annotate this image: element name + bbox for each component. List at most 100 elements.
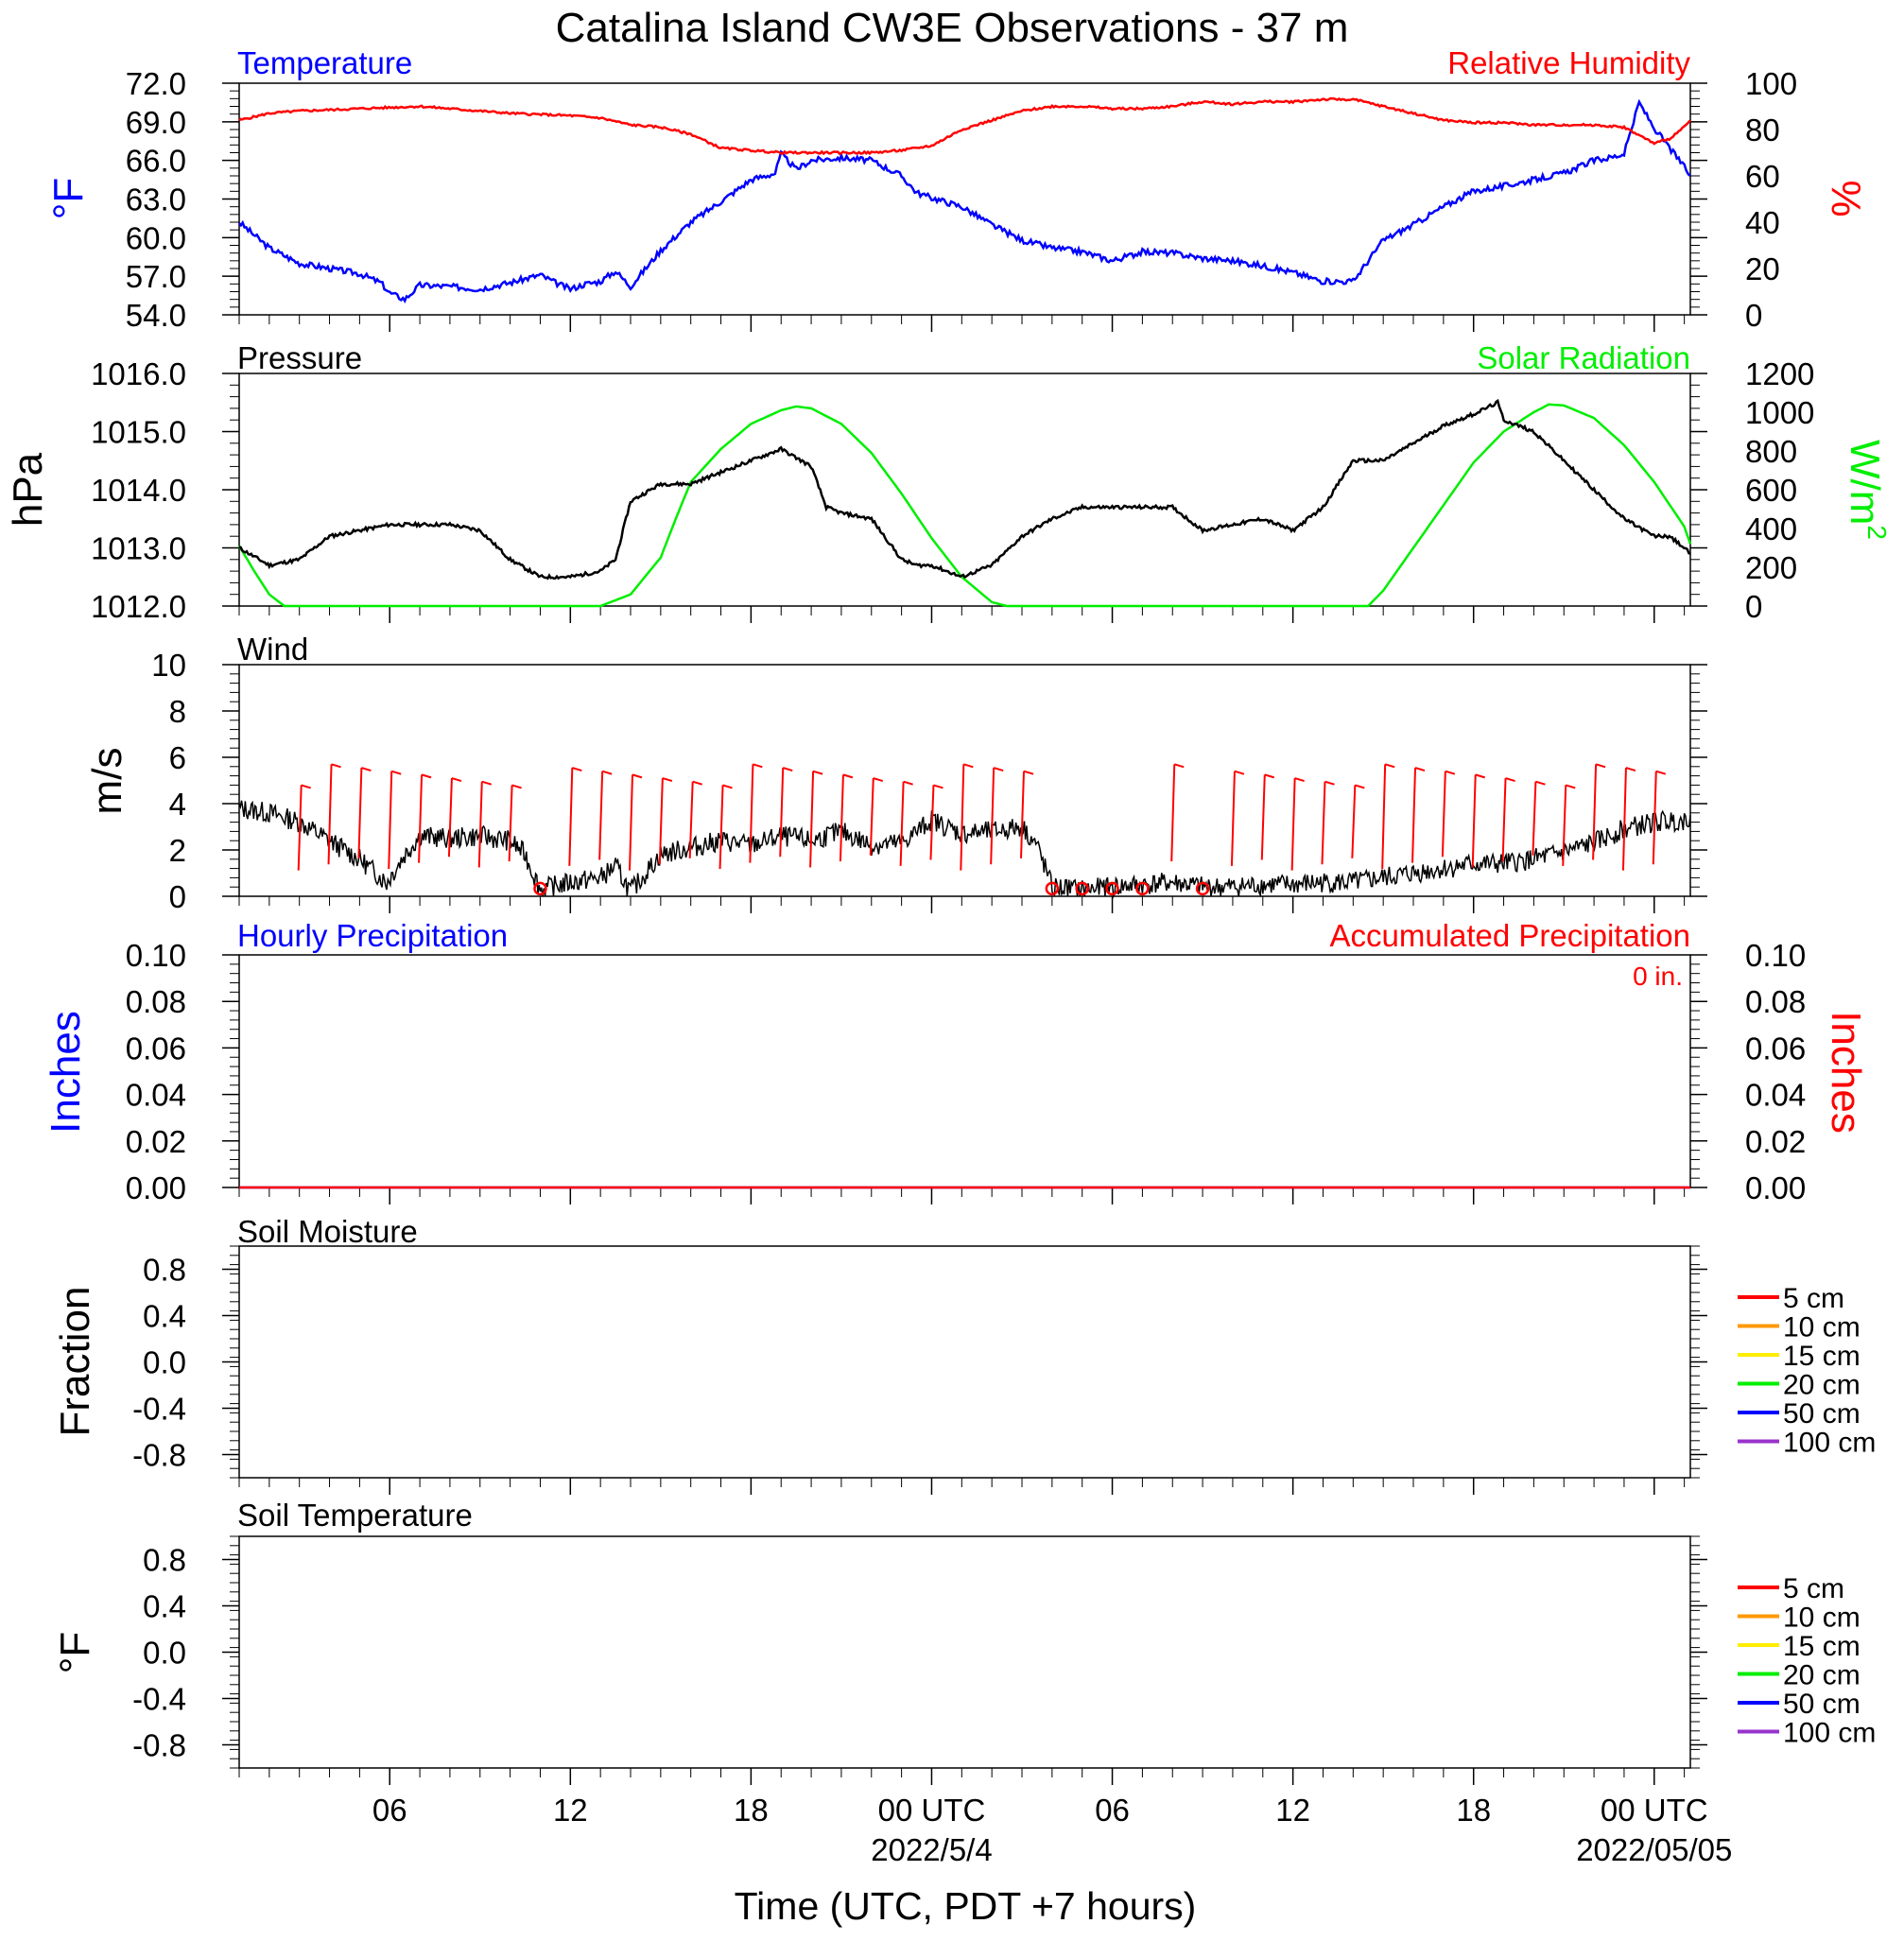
legend-label: 100 cm <box>1783 1428 1876 1459</box>
y-tick-label: 6 <box>169 740 186 775</box>
y-axis-label-right: W/m2 <box>1842 440 1892 540</box>
wind-barb-flag <box>1565 784 1576 789</box>
left-tick-labels: -0.8 -0.4 0.0 0.4 0.8 <box>132 1543 186 1763</box>
y-axis-label-left: Inches <box>43 1011 89 1134</box>
wind-barb-flag <box>572 767 582 771</box>
left-tick-labels: 1012.0 1013.0 1014.0 1015.0 1016.0 <box>91 356 186 624</box>
y-tick-label-right: 800 <box>1745 434 1797 469</box>
legend-label: 5 cm <box>1783 1283 1844 1314</box>
y-tick-label: 72.0 <box>126 66 186 101</box>
wind-barb-staff <box>658 778 664 865</box>
wind-barb-staff <box>327 764 333 865</box>
x-tick-label: 12 <box>1275 1793 1310 1828</box>
wind-barb-staff <box>990 767 995 865</box>
accumulated-total-label: 0 in. <box>1633 962 1683 991</box>
wind-barb-flag <box>722 784 733 789</box>
panel-left-title: Hourly Precipitation <box>237 918 508 953</box>
y-tick-label: 1016.0 <box>91 356 186 391</box>
wind-barb-staff <box>388 771 393 870</box>
wind-barb-staff <box>809 771 815 868</box>
calm-wind-marker <box>1045 881 1060 896</box>
wind-barb-staff <box>629 774 634 871</box>
wind-barb-flag <box>301 784 311 789</box>
legend-label: 20 cm <box>1783 1660 1861 1691</box>
left-tick-labels: 54.0 57.0 60.063.066.0 69.0 72.0 <box>126 66 186 333</box>
wind-barb-flag <box>1655 770 1667 775</box>
y-tick-label: 1015.0 <box>91 415 186 450</box>
y-tick-label: 63.0 <box>126 182 186 217</box>
wind-barb-flag <box>1535 780 1546 786</box>
wind-barb-flag <box>753 763 763 769</box>
legend-label: 50 cm <box>1783 1398 1861 1430</box>
wind-barb-staff <box>447 778 453 858</box>
y-tick-label: 57.0 <box>126 259 186 294</box>
x-tick-date-label: 2022/05/05 <box>1576 1832 1732 1867</box>
axis-ticks <box>222 954 1707 1204</box>
y-tick-label: 0.08 <box>126 984 186 1019</box>
panel-left-title: Wind <box>237 632 308 667</box>
wind-barb-staff <box>718 785 724 870</box>
solar-radiation-line <box>237 403 1692 608</box>
wind-barb-staff <box>1020 771 1026 858</box>
wind-barb-staff <box>688 781 694 858</box>
calm-wind-marker <box>1195 881 1210 896</box>
panel-wind: Wind m/s 0 2 4 6 8 10 <box>84 632 1707 914</box>
wind-barb-flag <box>1355 784 1365 789</box>
calm-wind-marker <box>533 881 547 896</box>
y-tick-label-right: 80 <box>1745 113 1780 147</box>
panel-soil-temperature: Soil Temperature °F -0.8 -0.4 0.0 0.4 0.8 5 … <box>52 1498 1876 1785</box>
y-axis-label-left: °F <box>52 1632 98 1673</box>
calm-wind-marker <box>1105 881 1119 896</box>
panel-right-title: Relative Humidity <box>1447 45 1690 80</box>
legend-label: 5 cm <box>1783 1573 1844 1604</box>
wind-barb-staff <box>508 785 513 862</box>
wind-barb-staff <box>1260 774 1266 860</box>
wind-barb-staff <box>1441 771 1446 858</box>
wind-barb-flag <box>812 770 823 775</box>
wind-barb-staff <box>960 764 965 871</box>
wind-barb-staff <box>1381 764 1387 870</box>
panel-right-title: Solar Radiation <box>1477 340 1690 375</box>
x-axis-label: Time (UTC, PDT +7 hours) <box>735 1884 1197 1928</box>
right-tick-labels: 0 20 40 60 80 100 <box>1745 66 1797 333</box>
pressure-line <box>239 398 1691 581</box>
y-tick-label-right: 1000 <box>1745 395 1814 430</box>
y-tick-label-right: 0.08 <box>1745 984 1806 1019</box>
wind-barb-flag <box>1595 763 1606 769</box>
y-axis-label-left: °F <box>45 178 92 219</box>
wind-barb-staff <box>1290 778 1296 871</box>
y-tick-label-right: 0.00 <box>1745 1170 1806 1205</box>
wind-barb-flag <box>421 773 432 779</box>
panel-precipitation: Hourly Precipitation Accumulated Precipi… <box>43 918 1869 1205</box>
y-tick-label-right: 400 <box>1745 511 1797 546</box>
unit-base: W/m <box>1842 440 1888 525</box>
unit-exponent: 2 <box>1862 525 1892 540</box>
wind-barb-staff <box>1230 771 1236 866</box>
panel-right-title: Accumulated Precipitation <box>1329 918 1690 953</box>
wind-barb-staff <box>1321 781 1326 865</box>
wind-barb-flag <box>1173 763 1185 769</box>
wind-barb-flag <box>1505 777 1515 783</box>
wind-barb-flag <box>390 770 402 775</box>
y-tick-label-right: 60 <box>1745 159 1780 194</box>
y-axis-label-right: % <box>1823 180 1869 217</box>
wind-barb-flag <box>1023 770 1034 775</box>
x-tick-label: 12 <box>553 1793 588 1828</box>
y-tick-label-right: 0.04 <box>1745 1078 1806 1113</box>
y-tick-label-right: 1200 <box>1745 356 1814 391</box>
y-tick-label: 2 <box>169 833 186 868</box>
wind-barb-staff <box>418 774 424 863</box>
y-axis-label-left: Fraction <box>52 1287 98 1437</box>
y-tick-label-right: 200 <box>1745 550 1797 585</box>
y-axis-label-left: hPa <box>5 452 51 527</box>
left-tick-labels: 0.00 0.02 0.04 0.06 0.08 0.10 <box>126 938 186 1205</box>
x-tick-label: 00 UTC <box>1601 1793 1708 1828</box>
wind-barb-staff <box>1621 767 1627 871</box>
wind-barb-flag <box>873 777 884 783</box>
x-tick-date-label: 2022/5/4 <box>871 1832 992 1867</box>
wind-barb-flag <box>511 784 522 789</box>
right-tick-labels: 0.00 0.02 0.04 0.06 0.08 0.10 <box>1745 938 1806 1205</box>
y-tick-label: 1013.0 <box>91 531 186 566</box>
